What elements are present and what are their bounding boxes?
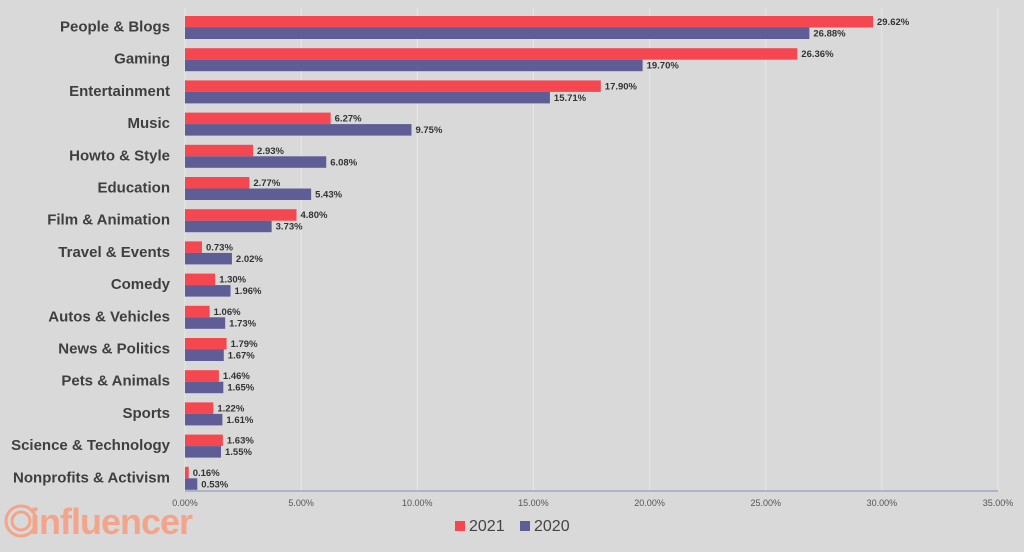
bar-2020-travel-and-events [185, 252, 232, 265]
category-label-comedy: Comedy [111, 276, 171, 293]
x-tick-label-7: 35.00% [983, 498, 1014, 508]
category-label-autos-and-vehicles: Autos & Vehicles [48, 308, 170, 325]
value-label-2020-film-and-animation: 3.73% [276, 222, 303, 233]
bar-2021-film-and-animation [185, 209, 297, 221]
x-tick-label-6: 30.00% [867, 498, 898, 508]
value-label-2021-sports: 1.22% [217, 403, 244, 414]
value-label-2021-comedy: 1.30% [219, 275, 246, 286]
category-label-science-and-technology: Science & Technology [11, 437, 171, 454]
bar-2021-education [185, 177, 250, 189]
value-label-2020-education: 5.43% [315, 190, 342, 201]
category-label-nonprofits-and-activism: Nonprofits & Activism [13, 469, 170, 486]
x-tick-label-4: 20.00% [634, 498, 665, 508]
value-label-2021-autos-and-vehicles: 1.06% [214, 307, 241, 318]
category-label-howto-and-style: Howto & Style [69, 147, 170, 164]
bar-2021-science-and-technology [185, 434, 223, 447]
bar-2021-nonprofits-and-activism [185, 466, 189, 479]
legend-swatch-2021 [455, 521, 465, 531]
value-label-2021-film-and-animation: 4.80% [300, 210, 327, 221]
value-label-2021-travel-and-events: 0.73% [206, 242, 233, 253]
legend-swatch-2020 [520, 521, 530, 531]
legend-label-2020: 2020 [534, 518, 570, 535]
value-label-2021-gaming: 26.36% [801, 49, 834, 60]
bar-2020-film-and-animation [185, 220, 272, 233]
bar-2021-music [185, 112, 331, 125]
bar-2020-science-and-technology [185, 446, 222, 458]
logo-ring-outer [4, 504, 38, 538]
bar-2020-comedy [185, 285, 231, 297]
value-label-2021-education: 2.77% [253, 178, 280, 189]
bar-2021-comedy [185, 273, 216, 286]
category-label-people-and-blogs: People & Blogs [60, 19, 170, 36]
bar-2021-howto-and-style [185, 144, 254, 157]
category-label-gaming: Gaming [114, 51, 170, 68]
value-label-2020-sports: 1.61% [226, 415, 253, 426]
bar-2020-music [185, 124, 412, 136]
legend-label-2021: 2021 [469, 518, 505, 535]
bar-2020-news-and-politics [185, 349, 224, 361]
bar-2020-people-and-blogs [185, 27, 810, 39]
bar-2020-sports [185, 413, 223, 426]
bar-2020-education [185, 188, 312, 200]
category-label-sports: Sports [122, 405, 170, 422]
value-label-2020-pets-and-animals: 1.65% [227, 383, 254, 394]
value-label-2020-entertainment: 15.71% [554, 93, 587, 104]
value-label-2020-science-and-technology: 1.55% [225, 447, 252, 458]
value-label-2021-people-and-blogs: 29.62% [877, 17, 910, 28]
category-label-music: Music [127, 115, 170, 132]
x-tick-label-0: 0.00% [172, 498, 198, 508]
value-label-2020-news-and-politics: 1.67% [228, 351, 255, 362]
bar-2020-entertainment [185, 91, 550, 104]
x-tick-label-5: 25.00% [750, 498, 781, 508]
labels-layer: People & Blogs 29.62% 26.88% Gaming 26.36% 19… [11, 17, 910, 490]
bar-2021-autos-and-vehicles [185, 305, 210, 318]
legend: 2021 2020 [455, 518, 570, 535]
bar-2020-gaming [185, 59, 643, 72]
value-label-2020-autos-and-vehicles: 1.73% [229, 318, 256, 329]
category-label-news-and-politics: News & Politics [58, 341, 170, 358]
value-label-2021-pets-and-animals: 1.46% [223, 371, 250, 382]
influencer-logo: influencer [4, 501, 194, 542]
bar-2021-sports [185, 402, 214, 414]
value-label-2020-people-and-blogs: 26.88% [813, 29, 846, 40]
logo-text: influencer [30, 501, 193, 542]
category-label-entertainment: Entertainment [69, 83, 170, 100]
bar-2020-howto-and-style [185, 156, 327, 168]
bar-2021-gaming [185, 48, 798, 60]
value-label-2021-science-and-technology: 1.63% [227, 436, 254, 447]
bar-2020-nonprofits-and-activism [185, 478, 198, 490]
x-axis: 0.00% 5.00% 10.00% 15.00% 20.00% 25.00% 30.00%… [172, 490, 1014, 508]
category-label-film-and-animation: Film & Animation [47, 212, 170, 229]
value-label-2020-comedy: 1.96% [235, 286, 262, 297]
value-label-2020-nonprofits-and-activism: 0.53% [201, 479, 228, 490]
bar-2021-entertainment [185, 80, 601, 92]
bar-2020-autos-and-vehicles [185, 317, 226, 329]
bar-2021-news-and-politics [185, 338, 227, 350]
x-tick-label-3: 15.00% [518, 498, 549, 508]
x-tick-label-1: 5.00% [288, 498, 314, 508]
value-label-2021-entertainment: 17.90% [605, 81, 638, 92]
bar-2021-people-and-blogs [185, 16, 874, 28]
value-label-2020-travel-and-events: 2.02% [236, 254, 263, 265]
category-label-travel-and-events: Travel & Events [58, 244, 170, 261]
x-tick-label-2: 10.00% [402, 498, 433, 508]
value-label-2020-music: 9.75% [415, 125, 442, 136]
bars-layer [185, 16, 874, 490]
value-label-2021-music: 6.27% [335, 114, 362, 125]
bar-2021-pets-and-animals [185, 370, 219, 382]
logo-ring-inner [10, 510, 32, 532]
category-label-pets-and-animals: Pets & Animals [61, 373, 170, 390]
category-label-education: Education [97, 180, 170, 197]
bar-2021-travel-and-events [185, 241, 202, 253]
value-label-2021-news-and-politics: 1.79% [231, 339, 258, 350]
value-label-2021-nonprofits-and-activism: 0.16% [193, 468, 220, 479]
value-label-2020-gaming: 19.70% [647, 61, 680, 72]
value-label-2020-howto-and-style: 6.08% [330, 157, 357, 168]
bar-2020-pets-and-animals [185, 381, 224, 394]
value-label-2021-howto-and-style: 2.93% [257, 146, 284, 157]
